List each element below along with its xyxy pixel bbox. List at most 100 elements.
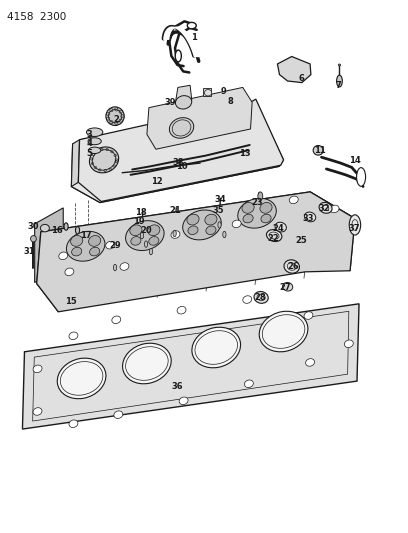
Ellipse shape [89, 236, 101, 246]
Ellipse shape [112, 316, 121, 324]
Ellipse shape [120, 263, 129, 270]
Ellipse shape [284, 260, 299, 273]
Polygon shape [71, 150, 279, 203]
Ellipse shape [183, 210, 221, 240]
Ellipse shape [243, 296, 252, 303]
Polygon shape [37, 232, 63, 312]
Polygon shape [71, 107, 279, 203]
Ellipse shape [72, 247, 82, 256]
Text: 19: 19 [133, 217, 144, 225]
Ellipse shape [175, 50, 181, 62]
Polygon shape [277, 56, 311, 83]
Ellipse shape [114, 411, 123, 418]
Text: 7: 7 [336, 81, 341, 90]
Ellipse shape [223, 231, 226, 238]
Text: 2: 2 [113, 116, 119, 124]
Polygon shape [71, 140, 80, 187]
Text: 25: 25 [295, 237, 307, 245]
Ellipse shape [171, 231, 180, 238]
Ellipse shape [33, 365, 42, 373]
Ellipse shape [258, 192, 263, 200]
Ellipse shape [283, 282, 293, 291]
Ellipse shape [69, 420, 78, 427]
Ellipse shape [57, 358, 106, 399]
Ellipse shape [187, 22, 196, 29]
Text: 34: 34 [215, 196, 226, 204]
Ellipse shape [75, 227, 80, 234]
Ellipse shape [175, 95, 192, 109]
Ellipse shape [259, 311, 308, 352]
Text: 12: 12 [151, 177, 163, 185]
Text: 3: 3 [87, 130, 93, 139]
Ellipse shape [33, 408, 42, 415]
Ellipse shape [90, 247, 100, 256]
Text: 23: 23 [251, 198, 263, 207]
Text: 39: 39 [165, 98, 176, 107]
Text: 16: 16 [51, 226, 63, 235]
Text: 21: 21 [170, 206, 181, 214]
Ellipse shape [238, 198, 276, 228]
Ellipse shape [144, 241, 148, 247]
Text: 37: 37 [348, 224, 360, 232]
Ellipse shape [313, 146, 324, 155]
Text: 15: 15 [66, 297, 77, 305]
Polygon shape [35, 208, 63, 282]
Ellipse shape [242, 203, 254, 213]
Ellipse shape [64, 223, 68, 230]
Ellipse shape [131, 237, 141, 245]
Ellipse shape [304, 312, 313, 319]
Ellipse shape [349, 215, 361, 235]
Ellipse shape [140, 232, 144, 239]
Text: 20: 20 [140, 226, 152, 235]
Ellipse shape [59, 252, 68, 260]
Ellipse shape [65, 268, 74, 276]
Polygon shape [37, 192, 355, 312]
Text: 14: 14 [349, 157, 361, 165]
Text: 27: 27 [280, 284, 291, 292]
Ellipse shape [126, 221, 164, 251]
Polygon shape [305, 192, 355, 271]
Ellipse shape [275, 222, 286, 232]
Text: 33: 33 [302, 214, 314, 223]
Text: 9: 9 [221, 87, 226, 96]
Ellipse shape [306, 359, 315, 366]
Text: 10: 10 [176, 162, 187, 171]
Ellipse shape [86, 128, 103, 136]
Polygon shape [175, 85, 192, 102]
Ellipse shape [169, 118, 194, 138]
Ellipse shape [31, 236, 36, 242]
Ellipse shape [179, 397, 188, 405]
Ellipse shape [357, 167, 366, 187]
Ellipse shape [192, 327, 241, 368]
Text: 17: 17 [80, 231, 91, 240]
Polygon shape [41, 192, 355, 261]
Polygon shape [78, 99, 284, 201]
Ellipse shape [266, 230, 282, 241]
Text: 22: 22 [268, 235, 279, 243]
Ellipse shape [187, 214, 199, 225]
Text: 13: 13 [239, 149, 251, 158]
Polygon shape [147, 87, 252, 149]
Polygon shape [22, 304, 359, 429]
Ellipse shape [206, 226, 216, 235]
Ellipse shape [89, 147, 101, 154]
Text: 36: 36 [172, 382, 183, 391]
Ellipse shape [188, 226, 198, 235]
Ellipse shape [337, 75, 342, 87]
Ellipse shape [254, 292, 268, 303]
Ellipse shape [338, 64, 341, 66]
Ellipse shape [319, 203, 332, 213]
Text: 35: 35 [213, 206, 224, 215]
Polygon shape [251, 100, 284, 166]
Ellipse shape [106, 107, 124, 125]
Ellipse shape [130, 225, 142, 236]
Ellipse shape [113, 264, 117, 271]
Ellipse shape [89, 147, 119, 173]
Ellipse shape [232, 220, 241, 228]
Ellipse shape [106, 241, 115, 249]
Ellipse shape [92, 150, 116, 170]
Ellipse shape [177, 306, 186, 314]
Text: 31: 31 [24, 247, 35, 256]
Ellipse shape [69, 332, 78, 340]
Ellipse shape [149, 248, 153, 255]
